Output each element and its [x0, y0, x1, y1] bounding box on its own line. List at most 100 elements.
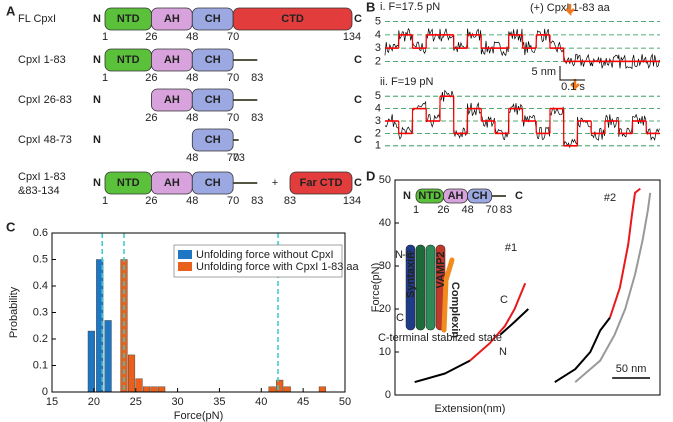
bar [87, 330, 95, 393]
residue-label: 83 [251, 72, 263, 84]
y-tick-label: 0.5 [33, 253, 48, 265]
domain-label: Far CTD [300, 177, 343, 189]
y-tick-label: 0 [42, 386, 48, 398]
x-tick-label: 35 [213, 396, 225, 408]
arrow [570, 79, 580, 92]
bar [283, 386, 291, 393]
domain-label: NTD [117, 54, 140, 66]
curve [469, 282, 527, 362]
terminus: N [93, 177, 101, 189]
y-tick-label: 0.2 [33, 333, 48, 345]
panel-label: A [6, 3, 16, 18]
residue-label: 1 [102, 72, 108, 84]
complexin-helix [441, 257, 455, 333]
level-label: 1 [375, 140, 381, 152]
level-label: 2 [375, 55, 381, 67]
y-tick-label: 0.3 [33, 306, 48, 318]
y-tick-label: 30 [379, 260, 391, 272]
residue-label: 70 [227, 195, 239, 207]
curve [554, 316, 611, 383]
domain-label: CTD [281, 13, 304, 25]
residue-label: 48 [186, 112, 198, 124]
y-axis-label: Force(pN) [370, 263, 382, 313]
residue-label: 83 [251, 112, 263, 124]
construct-label: CpxI 1-83 [18, 54, 66, 66]
residue-label: 26 [145, 195, 157, 207]
inset-label: Complexin [449, 282, 461, 339]
residue-label: 26 [145, 72, 157, 84]
domain-label: CH [472, 190, 488, 202]
panel-label: D [366, 168, 375, 183]
terminus: C [354, 13, 362, 25]
arrow [565, 4, 575, 17]
residue-label: 48 [186, 152, 198, 164]
residue-label: 26 [437, 204, 449, 216]
scale-label: 5 nm [532, 66, 556, 78]
legend-label: Unfolding force without CpxI [196, 249, 334, 261]
domain-label: CH [205, 134, 221, 146]
curve [609, 187, 641, 318]
y-tick-label: 0.1 [33, 359, 48, 371]
level-label: 4 [375, 29, 381, 41]
annotation: #1 [505, 242, 517, 254]
residue-label: 83 [500, 204, 512, 216]
y-tick-label: 40 [379, 217, 391, 229]
legend-swatch [178, 250, 192, 259]
construct-label: CpxI 26-83 [18, 94, 72, 106]
x-axis-label: Force(pN) [174, 410, 224, 422]
level-label: 3 [375, 42, 381, 54]
bar [135, 378, 143, 393]
joiner: + [272, 177, 278, 189]
x-tick-label: 40 [255, 396, 267, 408]
residue-label: 83 [284, 195, 296, 207]
terminus: C [354, 134, 362, 146]
residue-label: 70 [227, 31, 239, 43]
y-tick-label: 0.4 [33, 280, 48, 292]
domain-label: NTD [117, 13, 140, 25]
level-label: 3 [375, 115, 381, 127]
domain-label: AH [164, 13, 180, 25]
residue-label: 26 [145, 112, 157, 124]
construct-label: CpxI 1-83 [18, 171, 66, 183]
curve [499, 308, 529, 336]
helix [425, 244, 436, 331]
plot-frame [394, 179, 661, 396]
residue-label: 73 [233, 152, 245, 164]
residue-label: 70 [227, 72, 239, 84]
x-tick-label: 20 [88, 396, 100, 408]
construct-label: CpxI 48-73 [18, 134, 72, 146]
bar [318, 386, 326, 393]
domain [191, 88, 234, 112]
residue-label: 134 [343, 31, 361, 43]
terminus: N [93, 134, 101, 146]
annotation: C [500, 294, 508, 306]
domain-label: CH [205, 54, 221, 66]
residue-label: 70 [227, 112, 239, 124]
construct-label: &83-134 [18, 185, 60, 197]
domain-label: NTD [418, 190, 441, 202]
legend-swatch [178, 262, 192, 271]
inset-label: VAMP2 [435, 251, 447, 288]
scale-label: 0.1 s [561, 81, 585, 93]
bar [268, 386, 276, 393]
residue-label: 48 [186, 72, 198, 84]
domain [191, 171, 234, 195]
terminus: C [354, 94, 362, 106]
x-tick-label: 15 [46, 396, 58, 408]
curve [414, 359, 471, 384]
scale-bar [559, 66, 585, 81]
y-tick-label: 0.6 [33, 227, 48, 239]
x-tick-label: 30 [171, 396, 183, 408]
terminus: C [354, 177, 362, 189]
inset-label: C [396, 312, 404, 324]
scale-label: 50 nm [616, 363, 647, 375]
residue-label: 83 [251, 195, 263, 207]
bar [127, 354, 136, 393]
bar [143, 386, 151, 393]
terminus: C [354, 54, 362, 66]
legend-box [173, 244, 343, 278]
helix [405, 244, 416, 331]
bar [158, 386, 166, 393]
domain-label: NTD [117, 177, 140, 189]
